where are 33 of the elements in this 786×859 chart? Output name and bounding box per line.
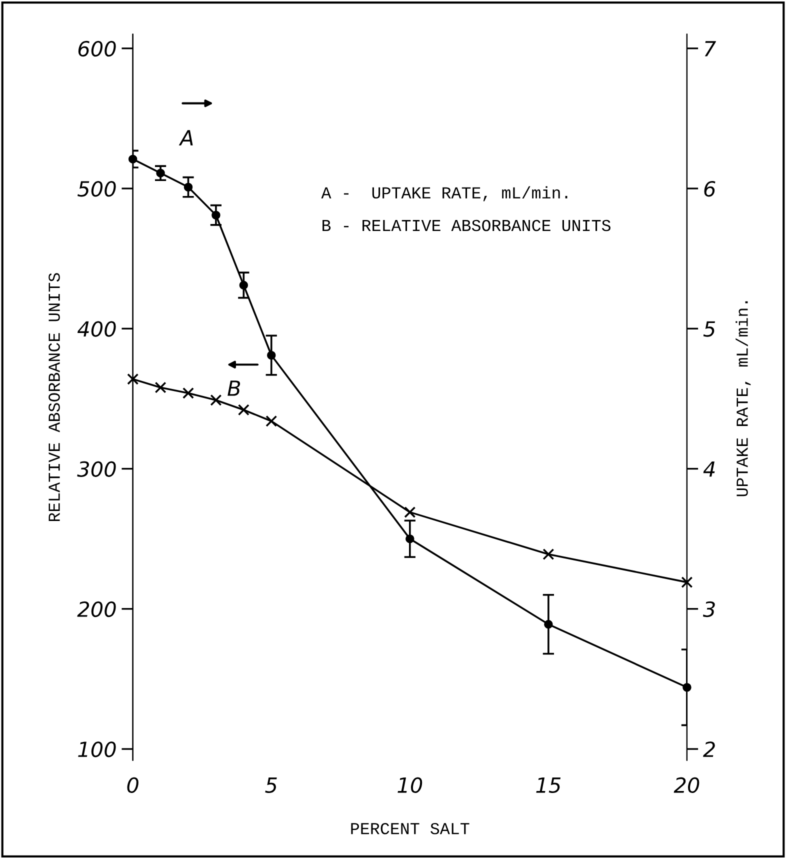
annotation: B — [228, 380, 240, 396]
x-tick-label: 20 — [674, 777, 700, 794]
y2-tick-label: 5 — [703, 321, 716, 337]
x-tick-label: 15 — [536, 778, 561, 794]
x-axis-title: PERCENT SALT — [351, 822, 470, 834]
annotation: B - RELATIVE ABSORBANCE UNITS — [322, 220, 610, 232]
y2-tick-label: 4 — [703, 461, 715, 477]
y2-tick-label: 7 — [704, 41, 716, 56]
point — [681, 576, 693, 588]
point — [404, 506, 416, 518]
point — [542, 548, 554, 560]
point — [182, 387, 194, 399]
annotation: A - UPTAKE RATE, mL/min. — [321, 186, 568, 202]
point — [154, 382, 166, 394]
y-tick-label: 300 — [77, 461, 116, 477]
y2-tick-label: 3 — [702, 601, 715, 618]
point — [210, 394, 222, 406]
y-tick-label: 100 — [78, 741, 116, 758]
point — [266, 415, 278, 427]
y-tick-label: 200 — [77, 601, 116, 618]
x-tick-label: 5 — [265, 778, 277, 794]
annotation: A — [178, 130, 193, 146]
y2-axis-title: UPTAKE RATE, mL/min. — [736, 301, 751, 496]
x-tick-label: 0 — [127, 777, 138, 794]
y-tick-label: 400 — [77, 321, 116, 337]
y-tick-label: 600 — [78, 40, 116, 57]
y-tick-label: 500 — [78, 180, 116, 197]
y-axis-title: RELATIVE ABSORBANCE UNITS — [48, 273, 60, 521]
y2-tick-label: 2 — [703, 741, 715, 757]
x-tick-label: 10 — [398, 777, 422, 794]
point — [238, 404, 250, 416]
point — [127, 373, 139, 385]
y2-tick-label: 6 — [704, 180, 716, 197]
